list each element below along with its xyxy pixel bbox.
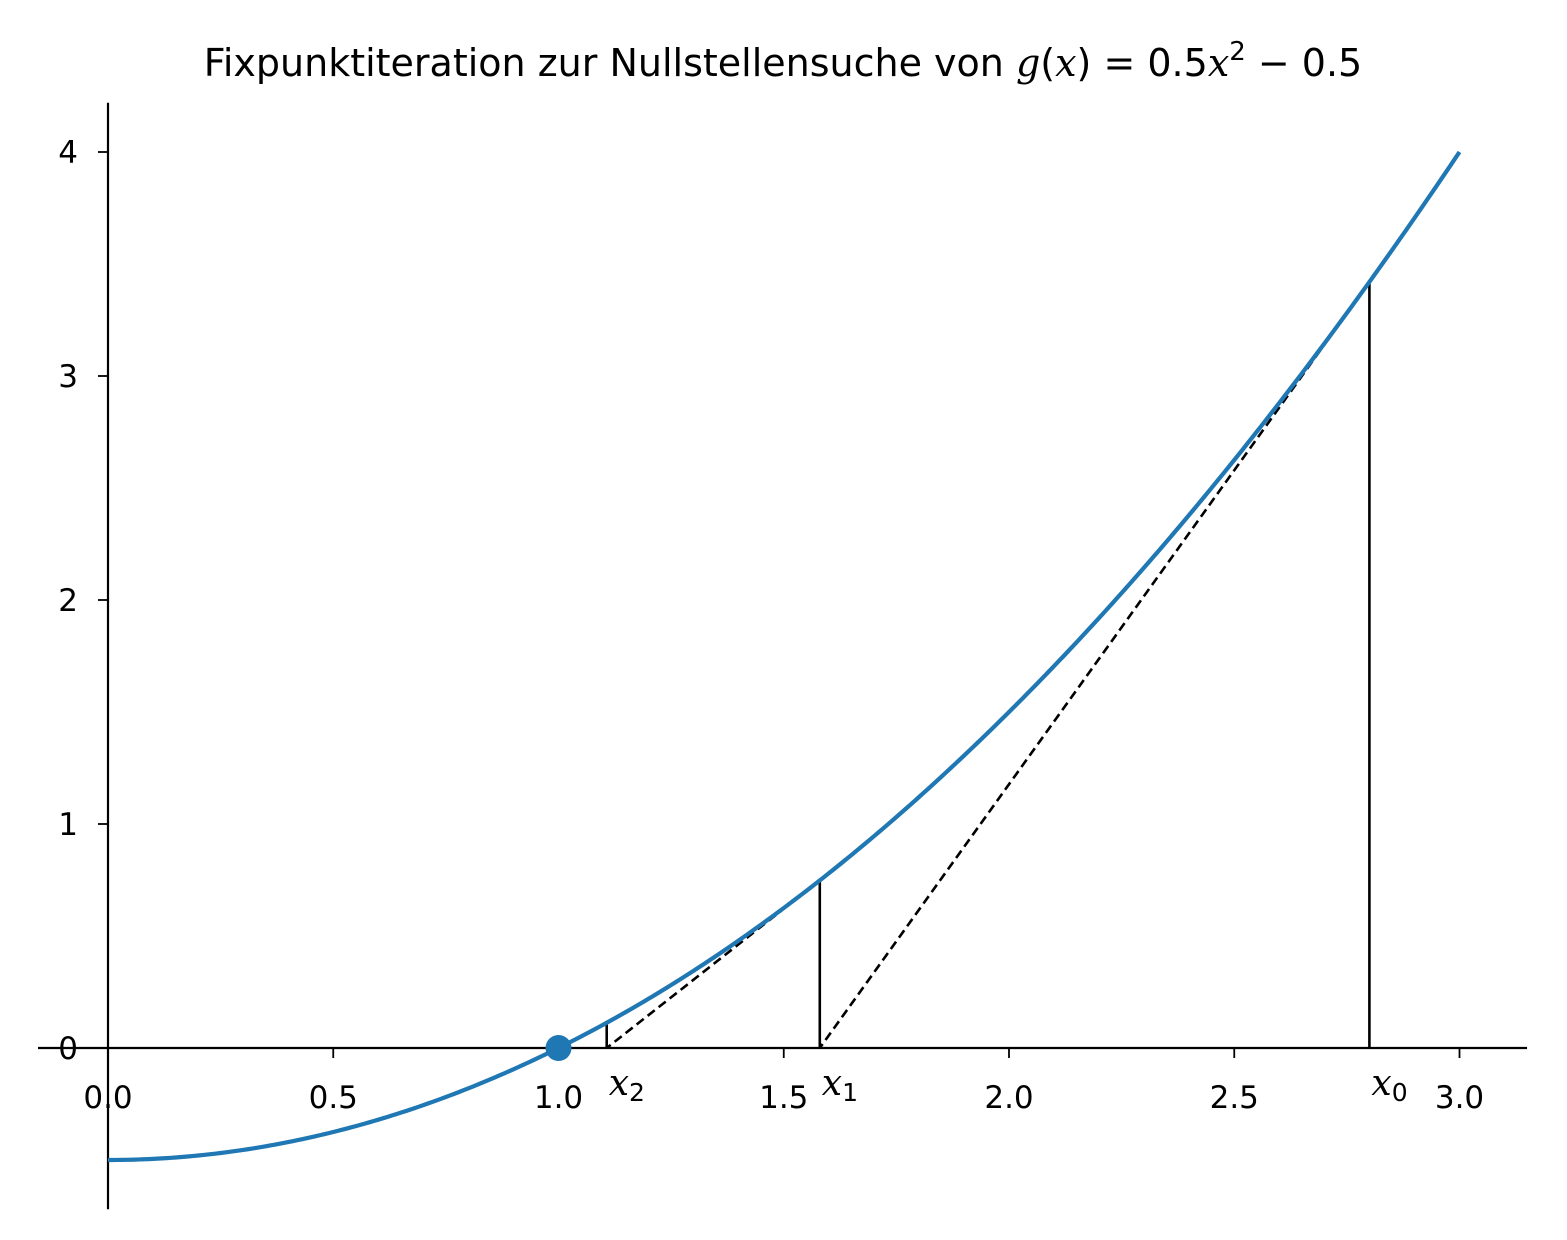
iteration-label: x0: [1371, 1063, 1407, 1107]
iteration-label: x2: [609, 1063, 645, 1107]
x-tick-label: 0.0: [83, 1080, 132, 1116]
curve-layer: [107, 150, 1462, 1163]
y-tick-label: 1: [58, 807, 78, 843]
x-tick-label: 2.5: [1210, 1080, 1259, 1116]
y-tick-label: 2: [58, 583, 78, 619]
x-tick-label: 2.0: [984, 1080, 1033, 1116]
root-point-marker: [545, 1035, 572, 1061]
function-curve: [107, 150, 1462, 1163]
iteration-labels: x0 x1 x2: [609, 1063, 1408, 1107]
iteration-lines: [557, 281, 1371, 1050]
chart-title: Fixpunktiteration zur Nullstellensuche v…: [204, 37, 1362, 85]
axes: 0.0 0.5 1.0 1.5 2.0 2.5 3.0 0 1 2 3 4: [38, 102, 1528, 1210]
x-tick-label: 0.5: [309, 1080, 358, 1116]
x-tick-label: 3.0: [1435, 1080, 1484, 1116]
x-tick-label: 1.0: [534, 1080, 583, 1116]
iteration-label: x1: [822, 1063, 858, 1107]
x-tick-label: 1.5: [759, 1080, 808, 1116]
y-tick-label: 0: [58, 1031, 78, 1067]
y-tick-label: 4: [58, 135, 78, 171]
y-tick-label: 3: [58, 359, 78, 395]
iteration-secant-line: [818, 281, 1371, 1049]
